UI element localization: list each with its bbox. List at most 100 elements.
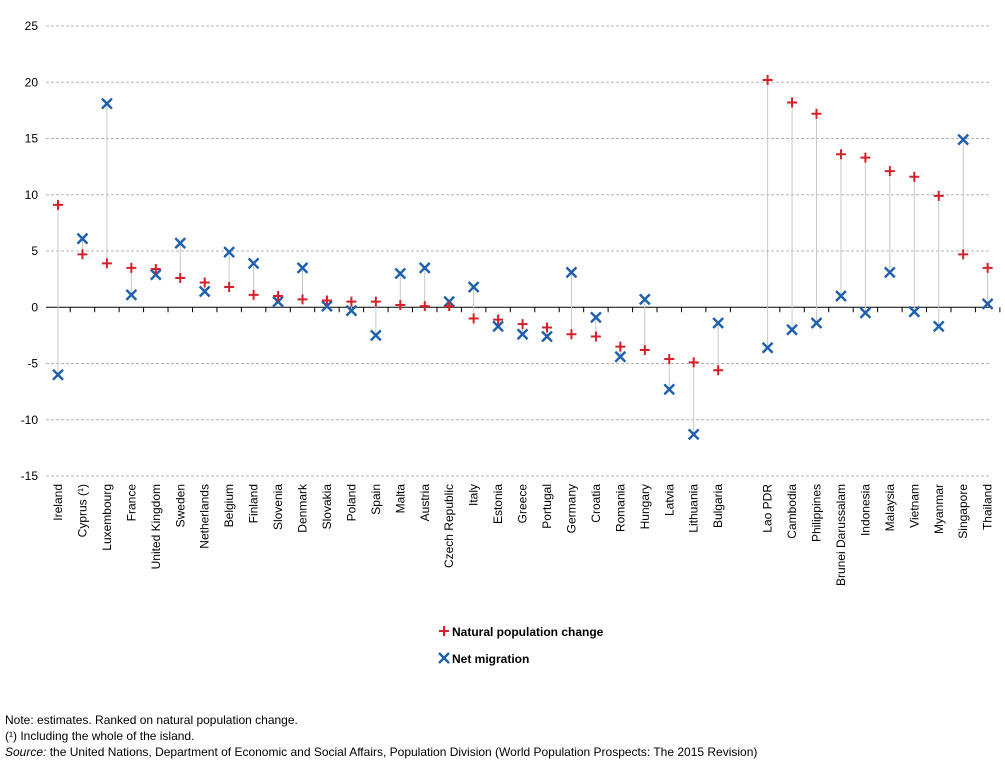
- point-natural-change: [273, 291, 284, 301]
- point-natural-change: [224, 282, 235, 292]
- point-natural-change: [884, 166, 895, 177]
- x-tick-label: Bulgaria: [711, 484, 725, 528]
- x-tick-label: Latvia: [662, 484, 676, 516]
- y-tick-label-5: 5: [31, 244, 38, 258]
- point-net-migration: [76, 232, 89, 245]
- point-natural-change: [688, 357, 699, 368]
- x-tick-label: Portugal: [540, 484, 554, 529]
- cross-b: [174, 237, 187, 249]
- point-natural-change: [787, 97, 798, 108]
- cross-b: [101, 97, 113, 110]
- legend-label-net-migration: Net migration: [452, 652, 529, 666]
- gridlines: [46, 25, 1001, 477]
- cross-b: [516, 328, 529, 341]
- x-tick-label: Romania: [613, 484, 627, 532]
- cross-b: [223, 246, 235, 258]
- cross-b: [908, 305, 921, 318]
- point-net-migration: [296, 262, 309, 274]
- cross-b: [712, 317, 724, 329]
- cross-b: [663, 383, 676, 396]
- point-natural-change: [664, 354, 675, 364]
- point-net-migration: [908, 305, 921, 318]
- cross-b: [296, 262, 309, 274]
- x-tick-label: Spain: [369, 484, 383, 515]
- x-tick-label: Denmark: [296, 483, 310, 533]
- cross-b: [590, 311, 602, 324]
- y-tick-label--10: -10: [21, 413, 39, 427]
- point-natural-change: [126, 262, 137, 273]
- x-tick-label: United Kingdom: [149, 484, 163, 569]
- connector-lines: [57, 80, 989, 435]
- cross-b: [981, 298, 994, 310]
- point-net-migration: [932, 320, 945, 333]
- point-net-migration: [761, 341, 774, 354]
- cross-b: [541, 330, 553, 343]
- cross-b: [345, 304, 358, 317]
- cross-b: [394, 267, 407, 280]
- point-natural-change: [53, 199, 63, 210]
- x-tick-label: Lithuania: [687, 484, 701, 533]
- point-net-migration: [859, 307, 872, 319]
- cross-b: [638, 293, 651, 306]
- x-tick-label: Slovakia: [320, 484, 334, 530]
- point-net-migration: [810, 317, 823, 329]
- x-tick-label: Thailand: [981, 484, 995, 530]
- point-net-migration: [247, 257, 260, 270]
- cross-b: [932, 320, 945, 333]
- note-footnote: (¹) Including the whole of the island.: [5, 729, 195, 743]
- x-tick-label: Malta: [393, 484, 407, 514]
- cross-b: [272, 295, 284, 308]
- x-tick-label: Ireland: [51, 484, 65, 521]
- cross-b: [859, 307, 872, 319]
- point-net-migration: [345, 304, 358, 317]
- point-natural-change: [199, 277, 210, 288]
- point-natural-change: [493, 314, 504, 325]
- point-natural-change: [297, 294, 308, 305]
- x-tick-label: Belgium: [222, 484, 236, 527]
- legend-marker-net-migration: [438, 652, 450, 664]
- x-tick-label: Sweden: [173, 484, 187, 527]
- point-net-migration: [565, 266, 578, 279]
- point-natural-change: [370, 296, 381, 307]
- x-tick-label: Austria: [418, 484, 432, 522]
- x-tick-label: Italy: [467, 484, 481, 506]
- point-net-migration: [957, 133, 970, 146]
- point-net-migration: [149, 268, 162, 281]
- point-natural-change: [321, 295, 332, 306]
- y-tick-label-0: 0: [31, 300, 38, 314]
- point-net-migration: [786, 323, 798, 336]
- y-tick-label-15: 15: [25, 132, 39, 146]
- point-natural-change: [933, 190, 944, 201]
- x-tick-label: Estonia: [491, 484, 505, 524]
- point-net-migration: [52, 368, 64, 381]
- y-tick-label-20: 20: [25, 75, 39, 89]
- point-natural-change: [713, 365, 724, 376]
- x-tick-label: Germany: [564, 484, 578, 533]
- y-axis-tick-labels: -15 -10 -5 0 5 10 15 20 25: [21, 19, 39, 483]
- note-source: Source: the United Nations, Department o…: [5, 744, 757, 760]
- x-tick-label: Cyprus (¹): [75, 484, 89, 537]
- point-net-migration: [223, 246, 235, 258]
- x-tick-label: France: [124, 484, 138, 522]
- point-net-migration: [125, 289, 138, 301]
- point-natural-change: [909, 171, 920, 182]
- cross-b: [492, 320, 504, 333]
- point-net-migration: [321, 300, 333, 312]
- point-net-migration: [663, 383, 676, 396]
- point-natural-change: [517, 319, 528, 330]
- point-net-migration: [272, 295, 284, 308]
- x-tick-label: Luxembourg: [100, 484, 114, 551]
- legend-label-natural-change: Natural population change: [452, 625, 604, 639]
- cross-b: [614, 350, 627, 363]
- cross-b: [198, 285, 211, 298]
- y-tick-label--15: -15: [21, 469, 39, 483]
- point-net-migration: [590, 311, 602, 324]
- point-natural-change: [175, 273, 186, 283]
- point-natural-change: [762, 75, 773, 85]
- data-markers: [52, 75, 994, 441]
- point-natural-change: [811, 108, 822, 119]
- legend-marker-natural-change: [439, 626, 449, 636]
- y-tick-label--5: -5: [27, 357, 38, 371]
- cross-b: [565, 266, 578, 279]
